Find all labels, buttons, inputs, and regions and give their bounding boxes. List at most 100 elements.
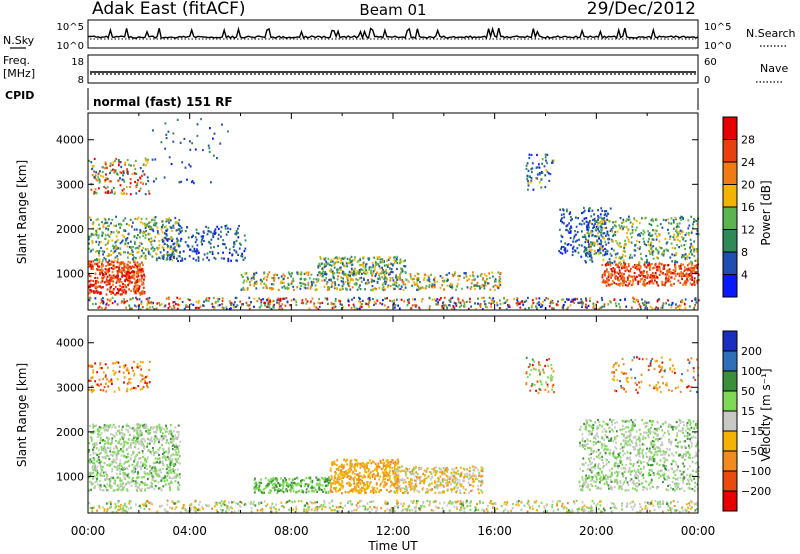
power-cell: [165, 232, 168, 236]
power-cell: [168, 302, 170, 305]
power-cell: [538, 171, 541, 175]
power-cell: [358, 269, 361, 272]
power-cell: [668, 237, 671, 240]
velocity-cell: [104, 439, 106, 442]
power-cell: [139, 167, 142, 170]
power-cell: [221, 123, 223, 126]
velocity-cell: [104, 449, 106, 452]
velocity-cell: [103, 386, 106, 389]
velocity-cell: [300, 482, 303, 485]
power-cell: [341, 285, 344, 288]
power-cell: [147, 299, 149, 302]
power-cell: [131, 281, 133, 284]
power-cell: [636, 275, 638, 278]
power-cell: [610, 301, 612, 304]
power-cell: [127, 256, 129, 259]
power-cell: [527, 179, 529, 183]
power-cell: [662, 254, 665, 257]
power-cell: [360, 268, 362, 271]
power-cell: [90, 188, 93, 191]
power-cell: [339, 300, 342, 303]
power-cell: [681, 300, 684, 304]
power-cell: [128, 282, 131, 285]
power-cell: [100, 298, 103, 301]
power-cell: [499, 280, 502, 284]
power-cell: [345, 262, 348, 265]
power-cell: [684, 247, 686, 251]
power-cell: [685, 268, 688, 271]
power-cell: [170, 226, 173, 230]
velocity-cell: [99, 472, 102, 475]
power-cell: [103, 281, 106, 284]
power-cell: [131, 225, 133, 228]
power-cell: [229, 228, 232, 231]
power-cell: [600, 296, 603, 300]
power-cell: [165, 253, 168, 256]
power-cell: [169, 247, 172, 251]
power-cell: [597, 209, 599, 212]
power-cell: [399, 259, 402, 262]
power-cell: [162, 223, 164, 226]
power-cell: [221, 299, 224, 303]
power-cell: [452, 304, 455, 308]
power-cell: [130, 252, 133, 255]
power-cell: [316, 274, 319, 277]
power-cell: [116, 266, 118, 269]
power-cell: [486, 278, 488, 281]
power-cell: [433, 280, 436, 283]
velocity-cell: [98, 461, 101, 464]
power-cell: [233, 241, 236, 244]
power-cell: [238, 247, 241, 250]
velocity-cell: [118, 370, 121, 373]
velocity-cell: [177, 430, 180, 433]
velocity-cell: [153, 431, 155, 434]
power-cell: [654, 262, 657, 265]
velocity-cell: [144, 459, 146, 462]
cpid-value: normal (fast) 151 RF: [93, 95, 233, 109]
power-cell: [333, 286, 336, 289]
power-cell: [462, 299, 464, 302]
power-cell: [197, 232, 200, 235]
power-cell: [246, 288, 249, 291]
power-cell: [153, 219, 156, 222]
power-cell: [330, 302, 333, 305]
velocity-cell: [102, 456, 105, 459]
power-cell: [210, 231, 212, 234]
power-cell: [587, 229, 590, 232]
power-cell: [318, 262, 321, 265]
power-cell: [253, 284, 255, 287]
power-cell: [164, 147, 166, 150]
power-cell: [639, 234, 641, 237]
power-cell: [127, 273, 130, 276]
power-cell: [391, 271, 394, 274]
power-cell: [643, 263, 646, 266]
velocity-cell: [117, 430, 119, 433]
power-cell: [110, 267, 113, 270]
power-cell: [376, 257, 379, 260]
power-cell: [118, 269, 120, 273]
power-cell: [244, 272, 247, 275]
power-cell: [94, 276, 97, 279]
power-cell: [161, 220, 164, 223]
power-cell: [119, 252, 122, 255]
velocity-cell: [151, 468, 154, 472]
velocity-cell: [151, 467, 153, 470]
power-cell: [678, 225, 680, 228]
power-cell: [262, 286, 265, 289]
power-cell: [681, 256, 683, 259]
power-cell: [483, 287, 486, 290]
power-cell: [674, 275, 677, 278]
power-cell: [300, 301, 303, 305]
velocity-cell: [126, 367, 129, 370]
power-cell: [683, 266, 686, 269]
power-cell: [178, 304, 181, 307]
velocity-cell: [115, 458, 118, 461]
power-cell: [146, 307, 149, 310]
power-cell: [600, 239, 602, 242]
power-cell: [681, 254, 684, 257]
velocity-cell: [124, 461, 127, 464]
power-cell: [200, 240, 203, 243]
velocity-cell: [119, 482, 122, 485]
power-cell: [497, 287, 500, 290]
power-cell: [181, 257, 184, 260]
